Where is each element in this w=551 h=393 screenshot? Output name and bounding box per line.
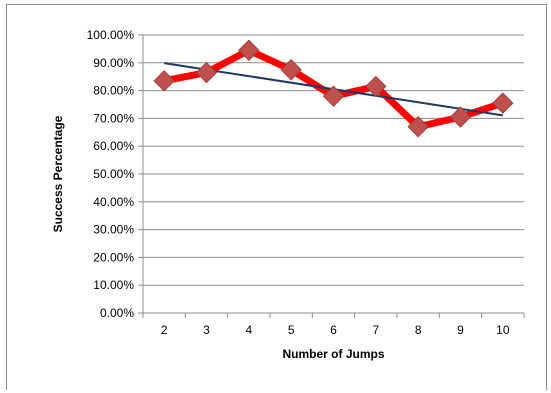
- y-tick-label: 100.00%: [87, 28, 135, 42]
- y-tick-label: 0.00%: [100, 306, 134, 320]
- y-axis-tick-labels: 0.00% 10.00% 20.00% 30.00% 40.00% 50.00% 60.00…: [87, 28, 135, 320]
- y-tick-label: 30.00%: [93, 223, 134, 237]
- y-tick-label: 80.00%: [93, 84, 134, 98]
- y-tick-label: 70.00%: [93, 111, 134, 125]
- y-tick-label: 50.00%: [93, 167, 134, 181]
- x-axis-tick-labels: 2 3 4 5 6 7 8 9 10: [161, 323, 510, 337]
- data-point-marker: [365, 75, 387, 98]
- y-tick-label: 40.00%: [93, 195, 134, 209]
- y-tick-label: 60.00%: [93, 139, 134, 153]
- x-tick-label: 4: [245, 323, 252, 337]
- x-tick-label: 7: [372, 323, 379, 337]
- x-tick-label: 3: [203, 323, 210, 337]
- data-point-marker: [195, 61, 218, 84]
- x-tick-label: 9: [457, 323, 464, 337]
- data-point-marker: [153, 70, 175, 92]
- axis-tick-marks: [138, 34, 525, 318]
- x-tick-label: 10: [496, 323, 510, 337]
- x-axis-title: Number of Jumps: [282, 347, 384, 361]
- y-tick-label: 20.00%: [93, 250, 134, 264]
- y-tick-label: 10.00%: [93, 278, 134, 292]
- chart-frame: [6, 4, 547, 390]
- x-tick-label: 6: [330, 323, 337, 337]
- x-tick-label: 5: [288, 323, 295, 337]
- data-point-marker: [322, 85, 345, 107]
- data-point-marker: [280, 59, 302, 81]
- y-tick-label: 90.00%: [93, 56, 134, 70]
- x-tick-label: 2: [161, 323, 168, 337]
- series-markers: [153, 39, 514, 138]
- data-point-marker: [238, 39, 260, 61]
- data-point-marker: [492, 92, 514, 114]
- data-point-marker: [449, 106, 472, 128]
- x-tick-label: 8: [415, 323, 422, 337]
- data-point-marker: [407, 116, 429, 138]
- y-axis-title: Success Percentage: [51, 115, 65, 232]
